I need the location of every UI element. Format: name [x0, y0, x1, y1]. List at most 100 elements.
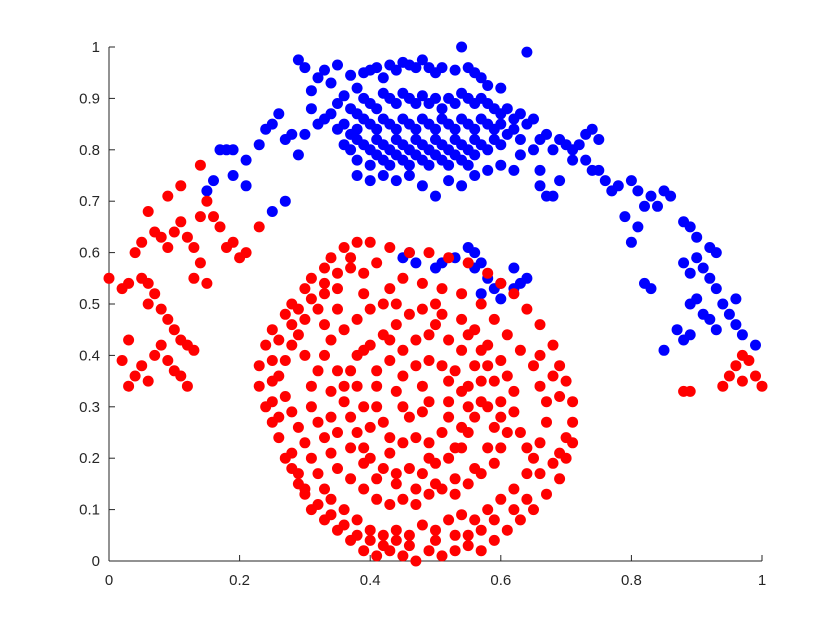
- red-data-point: [508, 385, 520, 397]
- blue-data-point: [495, 159, 507, 171]
- red-data-point: [325, 493, 337, 505]
- blue-data-point: [684, 329, 696, 341]
- red-data-point: [397, 344, 409, 356]
- red-data-point: [364, 524, 376, 536]
- blue-data-point: [390, 123, 402, 135]
- red-data-point: [345, 411, 357, 423]
- red-data-point: [136, 236, 148, 248]
- red-data-point: [488, 457, 500, 469]
- red-data-point: [273, 411, 285, 423]
- red-data-point: [475, 375, 487, 387]
- red-data-point: [149, 288, 161, 300]
- red-data-point: [384, 283, 396, 295]
- red-data-point: [488, 313, 500, 325]
- red-data-point: [717, 380, 729, 392]
- red-data-point: [332, 463, 343, 474]
- blue-data-point: [567, 154, 579, 166]
- red-data-point: [299, 283, 311, 295]
- blue-data-point: [469, 123, 481, 135]
- blue-data-point: [495, 82, 507, 94]
- blue-data-point: [332, 59, 343, 71]
- red-data-point: [456, 385, 468, 397]
- red-data-point: [305, 293, 317, 305]
- red-data-point: [194, 159, 206, 171]
- blue-data-point: [384, 159, 396, 171]
- blue-data-point: [658, 344, 670, 356]
- red-data-point: [286, 447, 298, 459]
- red-data-point: [312, 416, 324, 428]
- red-data-point: [305, 401, 317, 413]
- blue-data-point: [305, 103, 317, 115]
- blue-data-point: [430, 92, 441, 104]
- red-data-point: [482, 360, 494, 372]
- red-data-point: [423, 545, 435, 557]
- red-data-point: [423, 488, 435, 500]
- y-tick-label: 0: [92, 553, 100, 570]
- red-data-point: [462, 529, 474, 541]
- red-data-point: [397, 370, 409, 382]
- blue-data-point: [697, 262, 709, 274]
- red-data-point: [508, 406, 520, 418]
- red-data-point: [136, 360, 148, 372]
- blue-data-point: [377, 72, 389, 84]
- red-data-point: [423, 437, 435, 449]
- red-data-point: [534, 319, 546, 331]
- blue-data-point: [240, 154, 252, 166]
- red-data-point: [423, 396, 435, 408]
- red-data-point: [351, 236, 363, 248]
- red-data-point: [416, 519, 428, 531]
- red-data-point: [123, 380, 135, 392]
- red-data-point: [351, 529, 363, 541]
- red-data-point: [541, 488, 552, 500]
- blue-data-point: [710, 283, 722, 295]
- red-data-point: [175, 180, 187, 192]
- red-data-point: [678, 385, 690, 397]
- blue-data-point: [639, 200, 650, 212]
- red-data-point: [253, 221, 265, 233]
- red-data-point: [364, 421, 376, 433]
- red-data-point: [488, 534, 500, 546]
- red-data-point: [508, 288, 520, 300]
- y-tick-label: 0.8: [79, 142, 100, 159]
- red-data-point: [430, 534, 441, 546]
- x-ticks: 0 0.2 0.4 0.6 0.8 1: [105, 555, 766, 589]
- red-data-point: [377, 540, 389, 552]
- red-data-point: [345, 252, 357, 264]
- blue-data-point: [371, 62, 383, 74]
- blue-data-point: [299, 62, 311, 74]
- blue-data-point: [338, 118, 350, 130]
- red-data-point: [319, 262, 330, 274]
- blue-data-point: [475, 288, 487, 300]
- blue-data-point: [586, 123, 598, 135]
- red-data-point: [319, 319, 330, 331]
- red-data-point: [488, 514, 500, 526]
- blue-data-point: [351, 170, 363, 181]
- red-data-point: [397, 272, 409, 284]
- blue-data-point: [390, 64, 402, 76]
- red-data-point: [495, 396, 507, 408]
- red-data-point: [443, 375, 455, 387]
- red-data-point: [443, 252, 455, 264]
- red-data-point: [534, 437, 546, 449]
- red-data-point: [449, 529, 461, 541]
- red-data-point: [155, 339, 167, 351]
- red-data-point: [449, 473, 461, 485]
- red-data-point: [488, 375, 500, 387]
- blue-data-point: [266, 206, 278, 217]
- red-data-point: [443, 411, 455, 423]
- red-data-point: [103, 272, 115, 284]
- red-data-point: [462, 478, 474, 490]
- x-tick-label: 0.6: [490, 572, 511, 589]
- red-data-point: [319, 288, 330, 300]
- red-data-point: [416, 277, 428, 289]
- red-data-point: [528, 360, 539, 372]
- red-data-point: [345, 365, 357, 377]
- blue-data-point: [534, 164, 546, 176]
- red-data-point: [292, 303, 304, 315]
- red-data-point: [397, 493, 409, 505]
- red-data-point: [279, 308, 291, 320]
- red-data-point: [260, 339, 272, 351]
- red-data-point: [547, 339, 559, 351]
- red-data-point: [436, 308, 448, 320]
- red-data-point: [462, 257, 474, 269]
